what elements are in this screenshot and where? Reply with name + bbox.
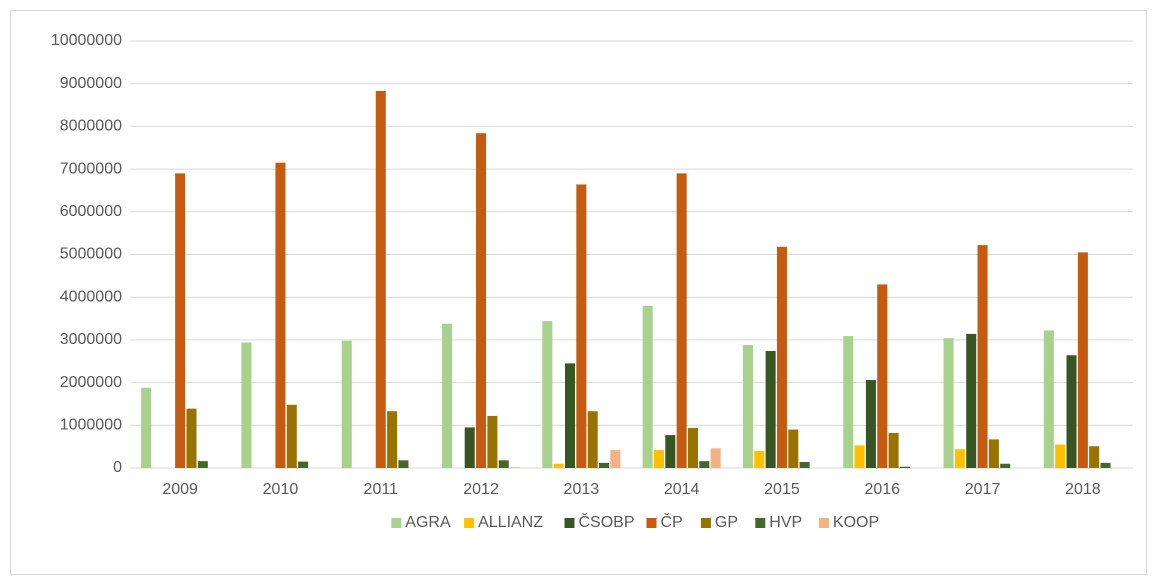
bar	[653, 450, 664, 468]
bar	[587, 411, 598, 468]
bar	[1000, 463, 1011, 468]
legend-label: ALLIANZ	[478, 514, 543, 531]
bar	[387, 411, 398, 468]
bar	[877, 284, 888, 468]
legend-swatch	[391, 518, 402, 528]
bar	[464, 427, 475, 468]
legend-label: ČP	[661, 512, 683, 531]
legend-swatch	[464, 518, 475, 528]
bar	[375, 90, 386, 469]
legend-label: GP	[715, 514, 738, 531]
bar	[442, 323, 453, 468]
bar	[197, 461, 208, 468]
bar	[943, 338, 954, 468]
bar	[799, 462, 810, 468]
x-tick-label: 2014	[664, 481, 700, 498]
bar	[1055, 444, 1066, 468]
bar	[988, 439, 999, 468]
y-tick-label: 4000000	[60, 288, 122, 305]
bar	[954, 449, 965, 468]
y-tick-label: 9000000	[60, 75, 122, 92]
bar	[776, 246, 787, 468]
legend-swatch	[564, 518, 575, 528]
bar	[1066, 355, 1077, 468]
x-tick-label: 2013	[564, 481, 600, 498]
y-tick-label: 7000000	[60, 160, 122, 177]
bar	[241, 342, 252, 468]
bar	[341, 340, 352, 468]
y-tick-label: 1000000	[60, 417, 122, 434]
y-tick-label: 10000000	[51, 32, 122, 49]
bar	[298, 461, 309, 468]
bar	[765, 351, 776, 468]
bar	[576, 184, 587, 469]
bar	[398, 460, 409, 468]
legend-label: KOOP	[833, 514, 879, 531]
bar	[175, 173, 186, 468]
y-tick-label: 2000000	[60, 374, 122, 391]
bar	[476, 133, 487, 468]
bar	[599, 462, 610, 468]
bar	[553, 463, 564, 468]
bar	[610, 450, 621, 468]
bar	[1043, 330, 1054, 468]
x-tick-label: 2017	[965, 481, 1001, 498]
x-tick-label: 2016	[864, 481, 900, 498]
bar	[487, 415, 498, 468]
bar	[788, 429, 799, 468]
x-tick-label: 2009	[162, 481, 198, 498]
bar	[665, 435, 676, 468]
x-tick-label: 2011	[364, 481, 399, 498]
bar	[865, 380, 876, 468]
y-tick-label: 5000000	[60, 246, 122, 263]
bar	[710, 448, 721, 468]
legend-swatch	[818, 518, 829, 528]
bar	[899, 466, 910, 468]
bar	[498, 460, 509, 468]
bar	[642, 305, 653, 468]
bar	[742, 345, 753, 468]
bar	[275, 162, 286, 468]
legend-label: HVP	[769, 514, 802, 531]
bar	[966, 333, 977, 468]
legend-swatch	[755, 518, 766, 528]
legend-label: ČSOBP	[579, 512, 635, 531]
legend-swatch	[700, 518, 711, 528]
bar	[1100, 462, 1111, 468]
bar	[977, 245, 988, 468]
y-tick-label: 0	[113, 459, 122, 476]
bar	[542, 321, 553, 468]
bar	[510, 467, 521, 468]
bar	[888, 432, 899, 468]
bar	[699, 461, 710, 468]
bar	[754, 450, 765, 468]
bar	[854, 445, 865, 468]
bar	[1077, 252, 1088, 468]
bar	[565, 363, 576, 468]
x-tick-label: 2018	[1065, 481, 1101, 498]
legend-label: AGRA	[405, 514, 451, 531]
y-tick-label: 6000000	[60, 203, 122, 220]
bar	[687, 427, 698, 468]
x-tick-label: 2012	[463, 481, 499, 498]
x-tick-label: 2010	[263, 481, 299, 498]
y-tick-label: 8000000	[60, 118, 122, 135]
bar	[186, 408, 197, 468]
bar	[843, 336, 854, 468]
bar	[286, 404, 297, 468]
x-tick-label: 2015	[764, 481, 800, 498]
bar	[141, 387, 152, 468]
bar	[676, 173, 687, 468]
legend-swatch	[646, 518, 657, 528]
bar	[1089, 446, 1100, 468]
y-tick-label: 3000000	[60, 331, 122, 348]
